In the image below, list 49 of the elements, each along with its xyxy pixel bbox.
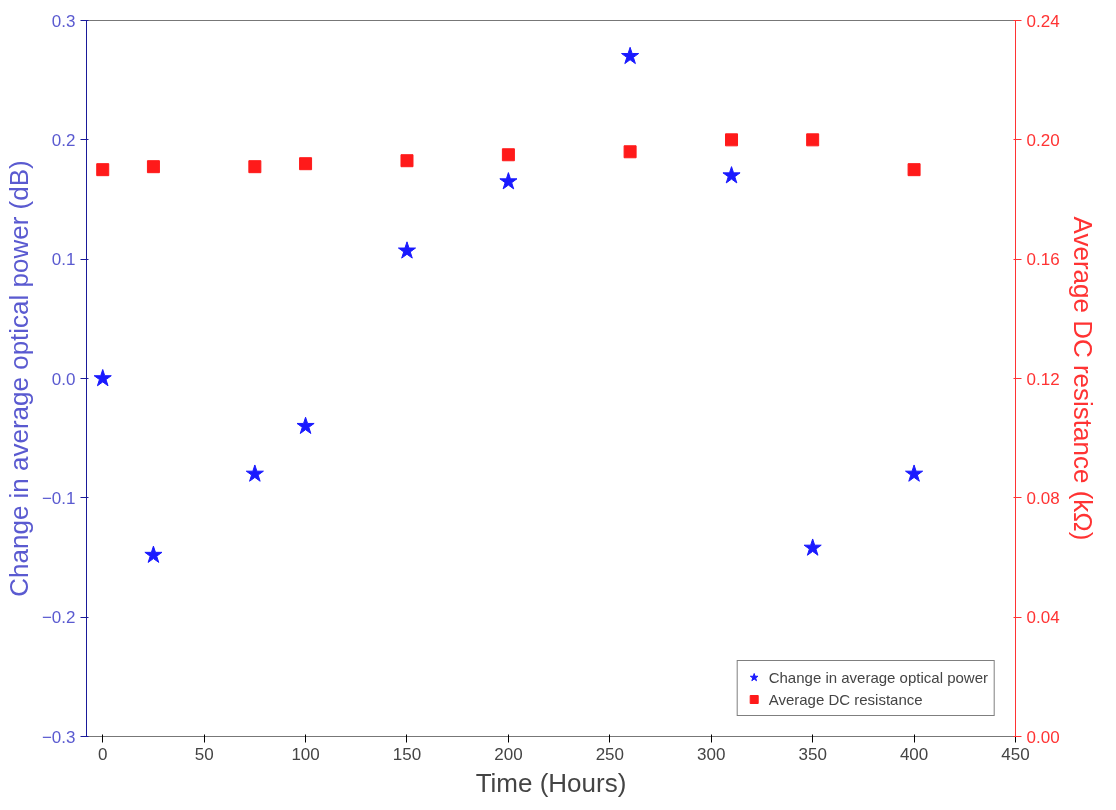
- point: [499, 172, 518, 190]
- y2-axis-title: Average DC resistance (kΩ): [1067, 216, 1098, 541]
- legend-label: Change in average optical power: [768, 668, 988, 686]
- point: [299, 157, 313, 171]
- y-tick-label: 0.0: [51, 369, 76, 389]
- y-tick-label: 0.1: [51, 250, 76, 270]
- point: [245, 464, 264, 482]
- point: [93, 369, 112, 387]
- point: [621, 46, 640, 65]
- y2-tick-label: 0.12: [1026, 369, 1060, 389]
- point: [144, 545, 163, 563]
- y2-tick-label: 0.16: [1026, 250, 1060, 270]
- y-tick-label: −0.3: [41, 727, 76, 747]
- y2-tick-label: 0.08: [1026, 488, 1060, 508]
- point: [907, 163, 921, 177]
- x-tick-label: 350: [798, 744, 827, 764]
- point: [725, 133, 739, 147]
- x-tick-label: 0: [98, 744, 108, 764]
- y2-tick-label: 0.20: [1026, 130, 1060, 150]
- point: [146, 160, 160, 174]
- y2-tick-label: 0.00: [1026, 727, 1060, 747]
- y-tick-label: −0.2: [41, 608, 76, 628]
- x-tick-label: 150: [392, 744, 422, 764]
- point: [400, 154, 414, 168]
- y-tick-label: −0.1: [41, 488, 76, 508]
- x-tick-label: 100: [291, 744, 320, 764]
- x-tick-label: 250: [595, 744, 625, 764]
- point: [722, 166, 741, 184]
- x-tick-label: 300: [697, 744, 726, 764]
- y-axis-title: Change in average optical power (dB): [3, 160, 34, 597]
- point: [501, 148, 515, 162]
- point: [248, 160, 262, 174]
- legend-label: Average DC resistance: [768, 690, 923, 708]
- point: [806, 133, 820, 147]
- point: [296, 416, 315, 435]
- x-axis-title: Time (Hours): [475, 767, 627, 798]
- point: [96, 163, 110, 177]
- x-tick-label: 450: [1001, 744, 1030, 764]
- y2-tick-label: 0.04: [1026, 608, 1060, 628]
- point: [623, 145, 637, 159]
- y2-tick-label: 0.24: [1026, 11, 1060, 31]
- x-tick-label: 400: [899, 744, 929, 764]
- y-tick-label: 0.2: [51, 130, 76, 150]
- point: [803, 538, 822, 556]
- x-tick-label: 50: [194, 744, 214, 764]
- x-tick-label: 200: [494, 744, 523, 764]
- y-tick-label: 0.3: [51, 11, 76, 31]
- point: [397, 241, 417, 259]
- point: [905, 464, 924, 482]
